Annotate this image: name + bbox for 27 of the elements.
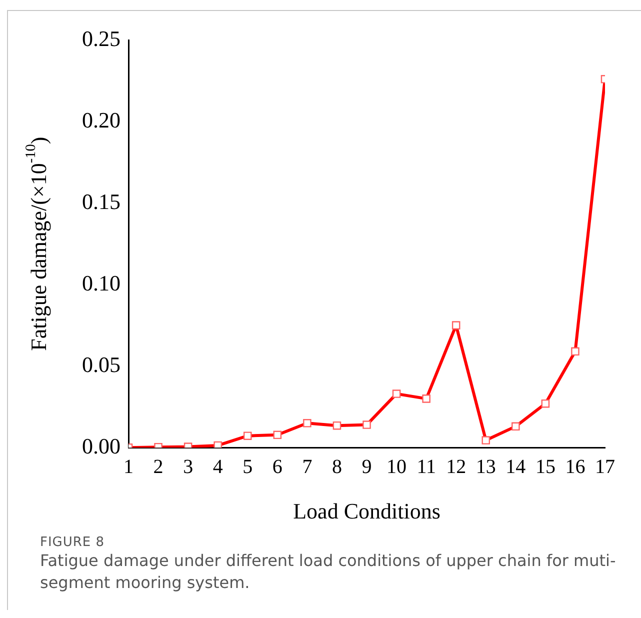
y-tick-label: 0.25 bbox=[82, 26, 120, 51]
x-tick-label: 11 bbox=[416, 456, 436, 478]
x-tick-label: 3 bbox=[183, 456, 194, 478]
x-tick-label: 8 bbox=[332, 456, 342, 478]
y-tick-label: 0.10 bbox=[82, 270, 120, 296]
x-tick-label: 9 bbox=[362, 456, 372, 478]
caption: FIGURE 8 bbox=[40, 535, 106, 550]
x-tick-label: 12 bbox=[446, 456, 466, 478]
x-tick-label: 14 bbox=[506, 456, 526, 478]
x-axis-title: Load Conditions bbox=[293, 498, 440, 524]
x-tick-label: 5 bbox=[242, 456, 253, 478]
y-tick-label: 0.15 bbox=[82, 188, 120, 214]
x-tick-label: 2 bbox=[153, 456, 164, 478]
x-tick-label: 4 bbox=[212, 456, 223, 478]
x-tick-label: 16 bbox=[565, 456, 586, 478]
y-tick-label: 0.05 bbox=[82, 352, 120, 377]
y-tick-label: 0.00 bbox=[82, 433, 120, 458]
x-tick-label: 13 bbox=[476, 456, 496, 478]
x-tick-label: 1 bbox=[124, 456, 134, 478]
text: Fatigue damage under different load conditions of upper chain for muti-segment mooring system. bbox=[40, 550, 617, 594]
x-tick-label: 7 bbox=[302, 456, 312, 478]
x-tick-label: 17 bbox=[595, 456, 615, 478]
x-tick-label: 10 bbox=[386, 456, 407, 478]
x-tick-label: 6 bbox=[272, 456, 282, 478]
x-tick-label: 15 bbox=[535, 456, 556, 478]
y-axis-title: Fatigue damage/(×10-10) bbox=[22, 136, 51, 351]
y-tick-label: 0.20 bbox=[82, 107, 120, 132]
